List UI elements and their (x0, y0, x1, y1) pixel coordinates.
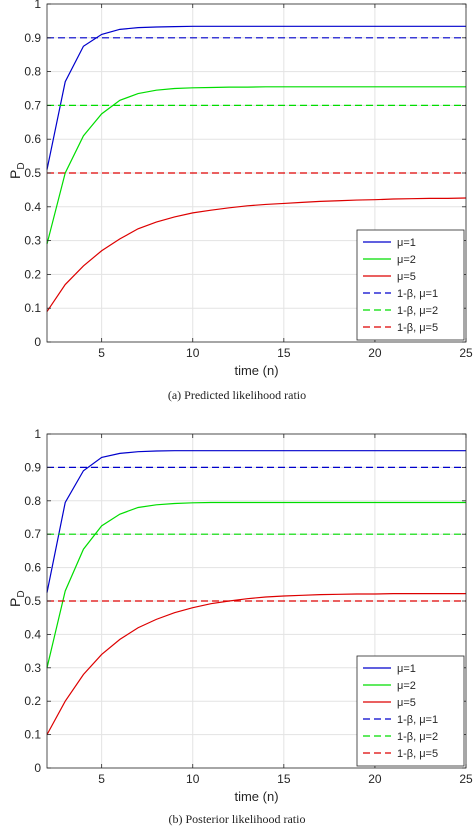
legend-label-0: μ=1 (397, 663, 416, 675)
x-tick-label: 25 (459, 772, 473, 786)
y-tick-label: 0.8 (24, 65, 41, 79)
y-tick-label: 0.3 (24, 661, 41, 675)
y-tick-label: 0.4 (24, 627, 41, 641)
y-tick-label: 0.1 (24, 301, 41, 315)
y-tick-label: 0 (34, 761, 41, 775)
y-tick-label: 0.4 (24, 200, 41, 214)
y-tick-label: 0.7 (24, 98, 41, 112)
caption-b: (b) Posterior likelihood ratio (168, 812, 306, 826)
y-tick-label: 0.5 (24, 166, 41, 180)
legend-label-3: 1-β, μ=1 (397, 288, 438, 300)
x-tick-label: 20 (368, 772, 382, 786)
series-line-2 (46, 197, 467, 312)
legend-label-2: μ=5 (397, 697, 416, 709)
y-axis-label-main: P (7, 170, 23, 179)
legend-box (356, 655, 465, 767)
y-tick-label: 0.6 (24, 132, 41, 146)
x-tick-label: 10 (186, 346, 200, 360)
chart-a: 5 10 15 20 25 0 0.1 0.2 0.3 0.4 0.5 0.6 0.7 0.8 0.9 1 ti… (7, 0, 473, 378)
x-tick-label: 15 (277, 772, 291, 786)
y-tick-label: 0.2 (24, 267, 41, 281)
x-axis-label: time (n) (234, 363, 278, 378)
y-tick-label: 0.8 (24, 494, 41, 508)
y-tick-label: 0.9 (24, 31, 41, 45)
y-tick-label: 0.6 (24, 561, 41, 575)
x-axis-label: time (n) (234, 789, 278, 804)
y-axis-label: PD (7, 162, 27, 179)
legend-label-0: μ=1 (397, 237, 416, 249)
series-line-2 (46, 593, 466, 735)
y-tick-label: 0.3 (24, 234, 41, 248)
legend-label-1: μ=2 (397, 680, 416, 692)
x-tick-label: 10 (186, 772, 200, 786)
legend-label-5: 1-β, μ=5 (397, 748, 438, 760)
x-tick-label: 5 (98, 772, 105, 786)
legend-label-4: 1-β, μ=2 (397, 305, 438, 317)
chart-panel-b: 5 10 15 20 25 0 0.1 0.2 0.3 0.4 0.5 0.6 0.7 0.8 0.9 1 ti… (0, 420, 474, 829)
x-tick-label: 25 (459, 346, 473, 360)
y-tick-label: 1 (34, 0, 41, 11)
legend-label-1: μ=2 (397, 254, 416, 266)
y-tick-label: 0.1 (24, 728, 41, 742)
series-line-0 (46, 25, 466, 170)
y-tick-label: 0 (34, 335, 41, 349)
y-tick-label: 0.2 (24, 694, 41, 708)
caption-a: (a) Predicted likelihood ratio (167, 388, 307, 402)
series-line-0 (46, 450, 466, 593)
y-tick-label: 0.9 (24, 460, 41, 474)
x-tick-label: 15 (277, 346, 291, 360)
y-tick-label: 0.5 (24, 594, 41, 608)
legend-label-2: μ=5 (397, 271, 416, 283)
y-tick-label: 1 (34, 427, 41, 441)
chart-b: 5 10 15 20 25 0 0.1 0.2 0.3 0.4 0.5 0.6 0.7 0.8 0.9 1 ti… (7, 427, 473, 804)
legend-label-5: 1-β, μ=5 (397, 322, 438, 334)
legend-label-3: 1-β, μ=1 (397, 714, 438, 726)
y-axis-label-main: P (7, 598, 23, 607)
series-line-1 (46, 501, 466, 668)
y-axis-label: PD (7, 590, 27, 607)
legend-label-4: 1-β, μ=2 (397, 731, 438, 743)
series-line-1 (46, 86, 466, 245)
x-tick-label: 20 (368, 346, 382, 360)
chart-panel-a: 5 10 15 20 25 0 0.1 0.2 0.3 0.4 0.5 0.6 0.7 0.8 0.9 1 ti… (0, 0, 474, 410)
y-axis-label-sub: D (16, 162, 27, 169)
x-tick-label: 5 (98, 346, 105, 360)
y-tick-label: 0.7 (24, 527, 41, 541)
y-axis-label-sub: D (16, 590, 27, 597)
legend-box (356, 229, 465, 341)
